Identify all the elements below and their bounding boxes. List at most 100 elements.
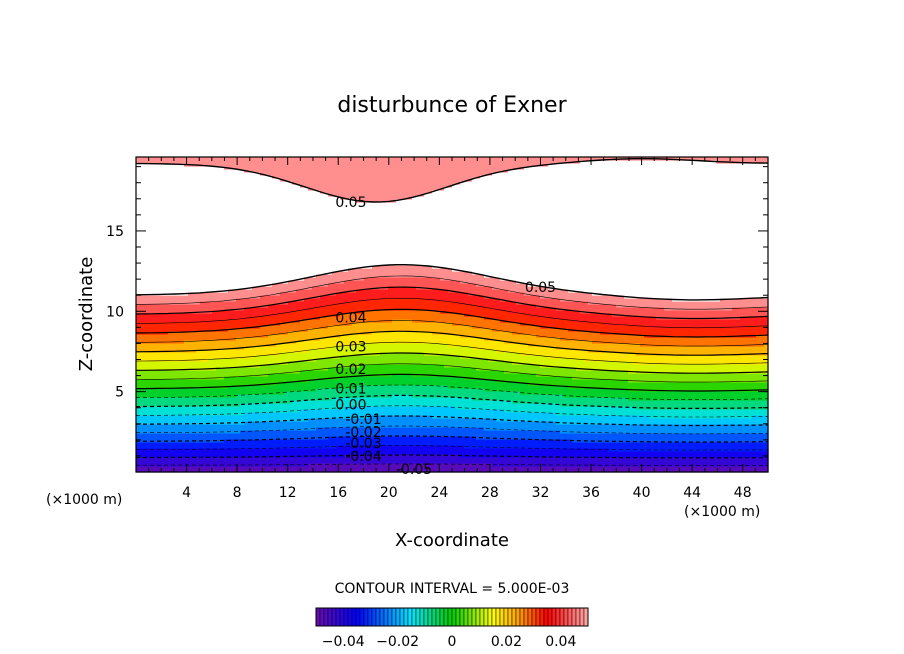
- fill-cell: [188, 187, 193, 191]
- fill-cell: [212, 268, 217, 272]
- fill-cell: [204, 193, 209, 197]
- fill-cell: [212, 364, 217, 368]
- fill-cell: [176, 343, 181, 347]
- fill-cell: [292, 454, 297, 458]
- fill-cell: [268, 253, 273, 257]
- fill-cell: [220, 307, 225, 311]
- fill-cell: [260, 343, 265, 347]
- fill-cell: [284, 352, 289, 356]
- fill-cell: [196, 433, 201, 437]
- fill-cell: [220, 457, 225, 461]
- fill-cell: [188, 229, 193, 233]
- fill-cell: [224, 439, 229, 443]
- fill-cell: [152, 190, 157, 194]
- fill-cell: [144, 259, 149, 263]
- fill-cell: [212, 289, 217, 293]
- fill-cell: [316, 235, 321, 239]
- fill-cell: [300, 241, 305, 245]
- fill-cell: [312, 259, 317, 263]
- fill-cell: [136, 460, 141, 464]
- fill-cell: [260, 460, 265, 464]
- fill-cell: [156, 442, 161, 446]
- fill-cell: [244, 424, 249, 428]
- fill-cell: [320, 418, 325, 422]
- fill-cell: [288, 445, 293, 449]
- fill-cell: [228, 253, 233, 257]
- fill-cell: [188, 370, 193, 374]
- fill-cell: [136, 268, 141, 272]
- fill-cell: [228, 331, 233, 335]
- fill-cell: [176, 238, 181, 242]
- fill-cell: [216, 382, 221, 386]
- fill-cell: [156, 244, 161, 248]
- fill-cell: [180, 244, 185, 248]
- fill-cell: [220, 178, 225, 182]
- fill-cell: [224, 415, 229, 419]
- fill-cell: [208, 301, 213, 305]
- fill-cell: [208, 424, 213, 428]
- fill-cell: [208, 346, 213, 350]
- fill-cell: [260, 361, 265, 365]
- fill-cell: [164, 307, 169, 311]
- fill-cell: [240, 439, 245, 443]
- fill-cell: [208, 370, 213, 374]
- fill-cell: [320, 232, 325, 236]
- fill-cell: [288, 406, 293, 410]
- fill-cell: [240, 181, 245, 185]
- fill-cell: [156, 253, 161, 257]
- fill-cell: [176, 382, 181, 386]
- fill-cell: [180, 202, 185, 206]
- fill-cell: [168, 268, 173, 272]
- fill-cell: [208, 256, 213, 260]
- fill-cell: [288, 205, 293, 209]
- fill-cell: [316, 265, 321, 269]
- fill-cell: [200, 397, 205, 401]
- fill-cell: [276, 412, 281, 416]
- fill-cell: [324, 343, 329, 347]
- fill-cell: [148, 217, 153, 221]
- fill-cell: [276, 247, 281, 251]
- fill-cell: [152, 376, 157, 380]
- fill-cell: [312, 343, 317, 347]
- fill-cell: [212, 292, 217, 296]
- fill-cell: [192, 274, 197, 278]
- fill-cell: [204, 232, 209, 236]
- fill-cell: [156, 454, 161, 458]
- fill-cell: [232, 328, 237, 332]
- fill-cell: [324, 289, 329, 293]
- fill-cell: [300, 175, 305, 179]
- fill-cell: [320, 268, 325, 272]
- fill-cell: [240, 352, 245, 356]
- fill-cell: [192, 196, 197, 200]
- fill-cell: [316, 388, 321, 392]
- fill-cell: [144, 304, 149, 308]
- fill-cell: [140, 157, 145, 161]
- fill-cell: [264, 313, 269, 317]
- fill-cell: [192, 427, 197, 431]
- fill-cell: [280, 439, 285, 443]
- fill-cell: [284, 199, 289, 203]
- fill-cell: [156, 175, 161, 179]
- fill-cell: [288, 343, 293, 347]
- fill-cell: [256, 220, 261, 224]
- fill-cell: [192, 316, 197, 320]
- fill-cell: [168, 325, 173, 329]
- fill-cell: [252, 349, 257, 353]
- fill-cell: [312, 394, 317, 398]
- fill-cell: [244, 451, 249, 455]
- fill-cell: [148, 295, 153, 299]
- fill-cell: [176, 421, 181, 425]
- fill-cell: [200, 241, 205, 245]
- fill-cell: [272, 358, 277, 362]
- fill-cell: [272, 247, 277, 251]
- fill-cell: [320, 430, 325, 434]
- fill-cell: [308, 262, 313, 266]
- fill-cell: [272, 454, 277, 458]
- fill-cell: [272, 340, 277, 344]
- fill-cell: [228, 406, 233, 410]
- fill-cell: [188, 382, 193, 386]
- fill-cell: [288, 373, 293, 377]
- fill-cell: [200, 409, 205, 413]
- fill-cell: [316, 214, 321, 218]
- fill-cell: [244, 244, 249, 248]
